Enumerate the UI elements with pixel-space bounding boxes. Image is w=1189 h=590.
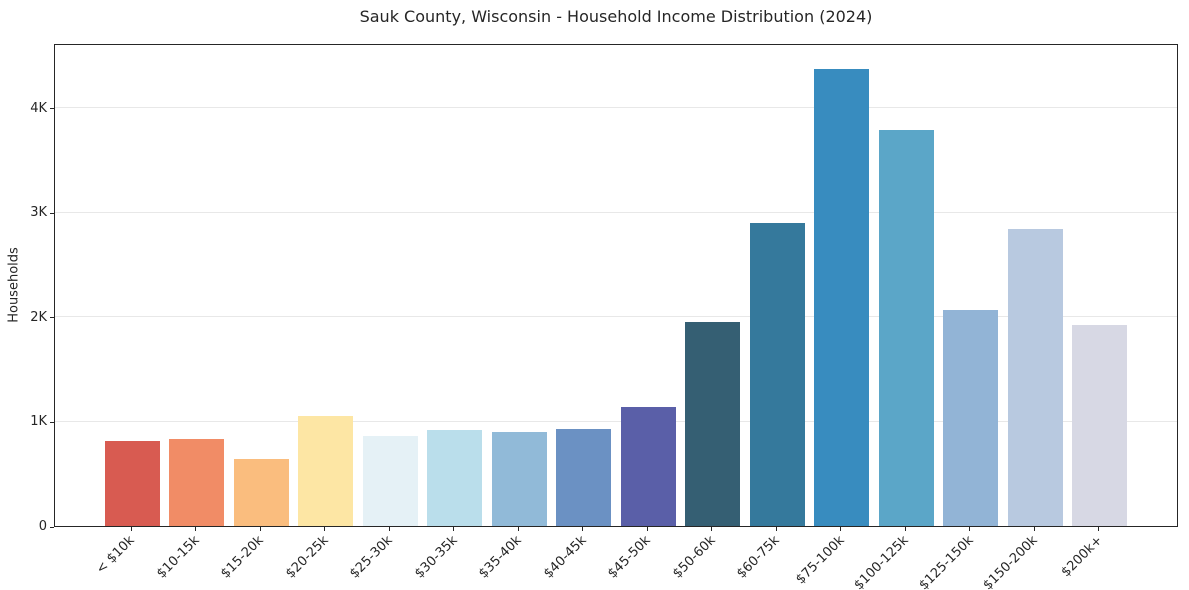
xtick-mark-$60-75k [775,527,777,531]
ytick-label-3K: 3K [30,205,47,221]
xtick-mark-< $10k [130,527,132,531]
xtick-mark-$20-25k [324,527,326,531]
bar-$20-25k [298,415,354,526]
xtick-label-< $10k: < $10k [93,533,138,578]
chart-title: Sauk County, Wisconsin - Household Incom… [359,7,873,26]
ytick-label-1K: 1K [30,414,47,430]
bar-$40-45k [556,429,612,526]
xtick-mark-$200k+ [1098,527,1100,531]
bar-$30-35k [427,429,483,526]
bar-$100-125k [878,129,934,526]
xtick-mark-$10-15k [195,527,197,531]
bar-$45-50k [620,406,676,526]
ytick-mark-2K [50,317,54,319]
ytick-mark-3K [50,212,54,214]
gridline-1K [55,420,1177,422]
bar-$35-40k [491,431,547,526]
xtick-mark-$150-200k [1033,527,1035,531]
plot-area [54,44,1178,527]
bar-$200k+ [1072,324,1128,526]
xtick-mark-$125-150k [969,527,971,531]
bar-< $10k [104,441,160,526]
xtick-mark-$50-60k [711,527,713,531]
ytick-mark-4K [50,108,54,110]
ytick-label-0: 0 [38,519,47,534]
bar-$150-200k [1007,228,1063,526]
bar-$10-15k [169,438,225,526]
xtick-mark-$30-35k [453,527,455,531]
xtick-mark-$25-30k [388,527,390,531]
bar-$75-100k [814,69,870,526]
xtick-mark-$35-40k [517,527,519,531]
ytick-mark-1K [50,421,54,423]
bar-$60-75k [749,222,805,526]
ytick-label-2K: 2K [30,309,47,325]
xtick-mark-$15-20k [259,527,261,531]
xtick-mark-$100-125k [904,527,906,531]
ytick-mark-0 [50,526,54,528]
xtick-mark-$75-100k [840,527,842,531]
bar-$15-20k [233,459,289,526]
bar-$125-150k [943,309,999,526]
gridline-4K [55,107,1177,109]
gridline-3K [55,211,1177,213]
gridline-2K [55,316,1177,318]
ytick-label-4K: 4K [30,100,47,116]
xtick-mark-$45-50k [646,527,648,531]
bar-$50-60k [685,322,741,526]
bar-$25-30k [362,436,418,526]
xtick-mark-$40-45k [582,527,584,531]
